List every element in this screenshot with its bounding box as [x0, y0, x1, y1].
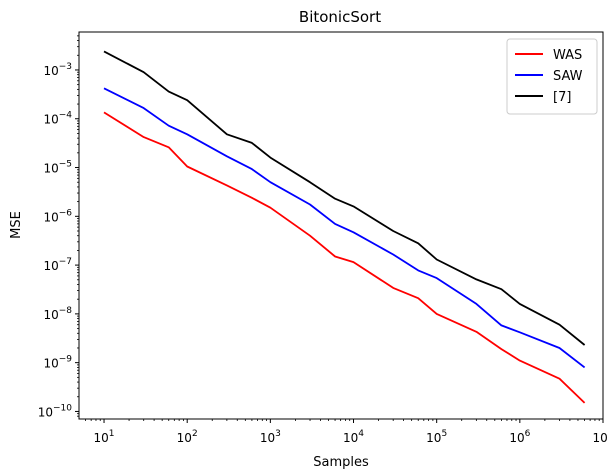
y-tick-label: 10−7 — [43, 257, 72, 273]
y-tick-label: 10−10 — [38, 403, 73, 419]
x-axis-label: Samples — [313, 455, 369, 470]
x-tick-label: 102 — [177, 429, 198, 445]
legend-label: WAS — [553, 48, 582, 63]
chart-title: BitonicSort — [299, 8, 381, 26]
y-axis-label: MSE — [9, 211, 24, 239]
legend-label: [7] — [553, 90, 571, 105]
plot-frame — [78, 31, 604, 420]
y-tick-label: 10−6 — [43, 208, 72, 224]
x-tick-label: 107 — [592, 429, 608, 445]
axis-ticks: 101 102 103 104 105 106 107 10−10 10−9 10−8 10−7 10… — [38, 35, 608, 445]
x-tick-label: 105 — [426, 429, 447, 445]
y-tick-label: 10−5 — [43, 160, 72, 176]
x-tick-label: 106 — [509, 429, 530, 445]
x-tick-label: 104 — [343, 429, 364, 445]
series-lines — [103, 50, 586, 404]
y-tick-label: 10−8 — [43, 306, 72, 322]
series-line — [103, 111, 586, 404]
series-line — [103, 50, 586, 346]
legend-box — [506, 38, 598, 115]
legend-label: SAW — [553, 69, 583, 84]
series-line — [103, 87, 586, 369]
x-tick-label: 103 — [260, 429, 281, 445]
y-tick-label: 10−3 — [43, 62, 72, 78]
x-tick-label: 101 — [94, 429, 115, 445]
legend: WAS SAW [7] — [506, 38, 598, 115]
y-tick-label: 10−4 — [43, 111, 72, 127]
y-tick-label: 10−9 — [43, 355, 72, 371]
